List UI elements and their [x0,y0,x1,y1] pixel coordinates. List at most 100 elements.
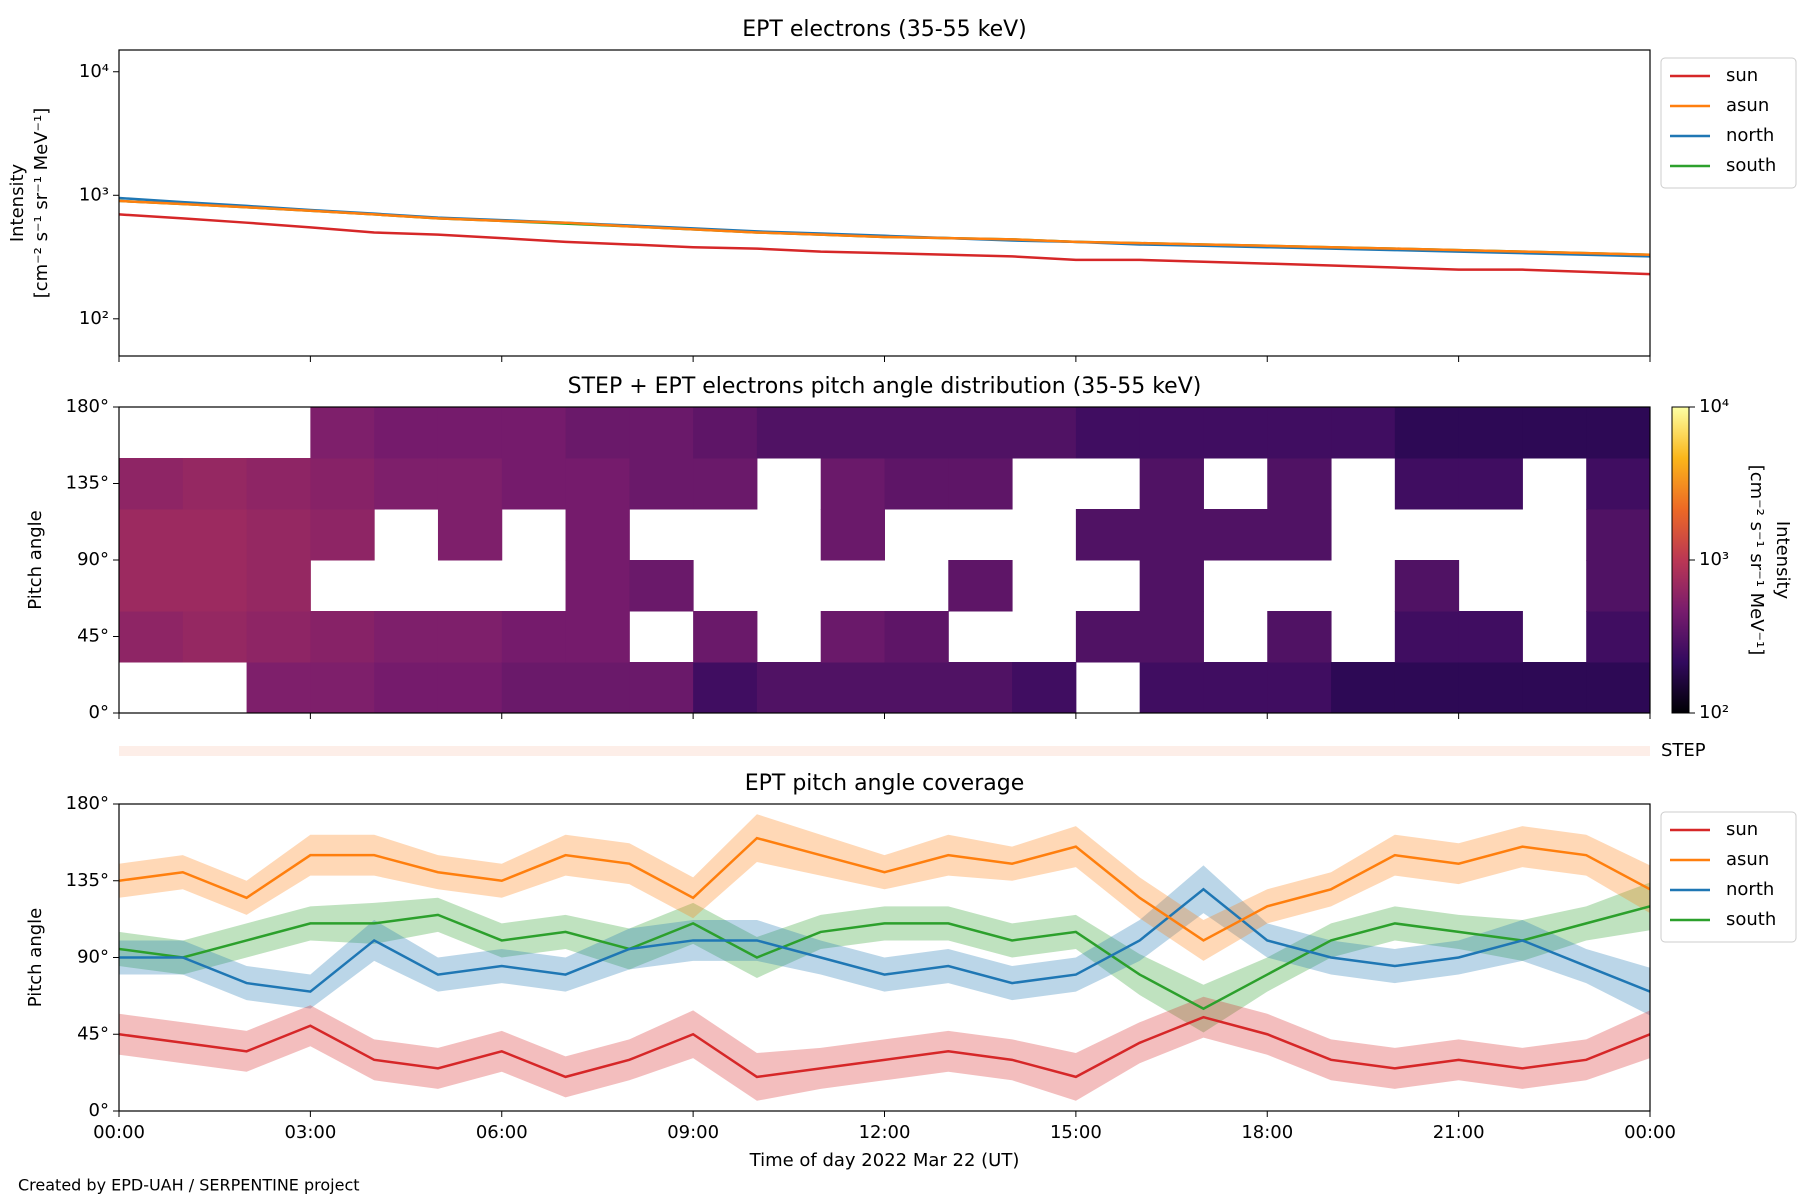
error-band [119,996,1650,1101]
legend: sun asun north south [1660,57,1797,189]
panel-title: EPT electrons (35-55 keV) [742,17,1027,42]
heat-cell [565,509,630,561]
x-tick-label: 00:00 [1624,1122,1676,1143]
series-line [119,199,1650,257]
heat-cell [374,458,439,510]
heat-cell [948,662,1013,713]
heat-cell [1586,407,1650,459]
heat-cell [1267,407,1332,459]
heat-cell [1139,509,1204,561]
heat-cell [565,407,630,459]
heat-cell [1394,611,1460,663]
heat-cell [310,611,375,663]
y-tick-label: 90° [77,947,109,968]
heat-cell [693,458,758,510]
heat-cell [629,662,694,713]
heat-cell [1331,662,1396,713]
colorbar-tick-label: 10² [1699,702,1729,723]
heat-cell [1458,407,1523,459]
x-tick-label: 06:00 [476,1122,528,1143]
step-label: STEP [1661,740,1706,761]
heat-cell [565,611,630,663]
heat-cell [565,662,630,713]
heat-cell [1586,611,1650,663]
colorbar-label: Intensity [1772,521,1793,600]
heat-cell [246,458,311,510]
colorbar-tick-label: 10³ [1699,549,1729,570]
series-line [119,213,1650,276]
heat-cell [948,560,1013,612]
x-tick-label: 00:00 [93,1122,145,1143]
heat-cell [246,611,311,663]
heat-cell [565,458,630,510]
series-line [119,836,1650,942]
heat-cell [374,611,439,663]
colorbar-label: [cm⁻² s⁻¹ sr⁻¹ MeV⁻¹] [1746,465,1767,656]
y-axis-label: Pitch angle [25,510,46,609]
heat-cell [1394,662,1460,713]
heat-cell [884,407,949,459]
heat-cell [693,611,758,663]
heat-cell [1586,662,1650,713]
heat-cell [1139,407,1204,459]
series-line [119,199,1650,257]
x-tick-label: 21:00 [1433,1122,1485,1143]
heat-cell [820,458,885,510]
heat-cell [820,611,885,663]
legend-label: north [1726,125,1774,146]
series-line [119,887,1650,993]
heat-cell [437,611,503,663]
heat-cell [693,407,758,459]
heat-cell [310,662,375,713]
error-band [119,882,1650,1033]
x-tick-label: 03:00 [284,1122,336,1143]
heat-cell [1203,509,1268,561]
legend-label: south [1726,155,1776,176]
legend-label: north [1726,879,1774,900]
y-tick-label: 135° [66,473,109,494]
y-tick-label: 45° [77,626,109,647]
heat-cell [501,662,567,713]
y-axis-label: [cm⁻² s⁻¹ sr⁻¹ MeV⁻¹] [31,108,52,299]
legend-label: asun [1726,95,1769,116]
heat-cell [1394,407,1460,459]
heat-cell [501,407,567,459]
heat-cell [1012,662,1077,713]
heat-cell [501,458,567,510]
heat-cell [1267,458,1332,510]
heat-cell [1458,611,1523,663]
y-tick-label: 180° [66,793,109,814]
series-line [119,905,1650,1011]
series-line [119,1015,1650,1079]
legend: sun asun north south [1660,811,1797,943]
heat-cell [1203,407,1268,459]
heat-cell [437,407,503,459]
heat-cell [756,407,822,459]
heat-cell [310,407,375,459]
y-tick-label: 10² [79,308,109,329]
heat-cell [884,662,949,713]
y-tick-label: 0° [89,1100,109,1121]
heat-cell [182,458,248,510]
y-tick-label: 135° [66,870,109,891]
heat-cell [119,560,184,612]
heat-cell [820,407,885,459]
heat-cell [948,407,1013,459]
heat-cell [182,611,248,663]
heat-cell [1267,611,1332,663]
heat-cell [182,509,248,561]
heat-cell [820,662,885,713]
heat-cell [1522,662,1587,713]
heat-cell [1267,662,1332,713]
y-tick-label: 90° [77,549,109,570]
y-axis-label: Pitch angle [25,908,46,1007]
heat-cell [310,509,375,561]
heat-cell [1394,458,1460,510]
heat-cell [565,560,630,612]
heat-cell [1331,407,1396,459]
heat-cell [1394,560,1460,612]
axes-frame [118,803,1651,1112]
heat-cell [374,407,439,459]
heat-cell [119,458,184,510]
heat-cell [1139,560,1204,612]
